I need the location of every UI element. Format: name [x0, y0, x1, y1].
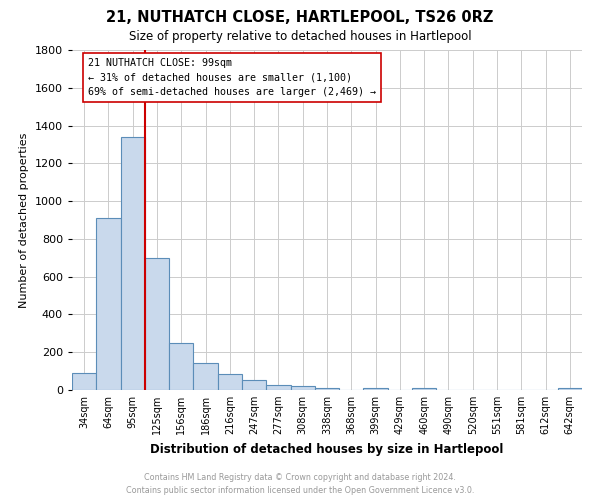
Bar	[315, 388, 339, 390]
Bar	[169, 343, 193, 390]
Y-axis label: Number of detached properties: Number of detached properties	[19, 132, 29, 308]
Bar	[290, 386, 315, 390]
Bar	[72, 373, 96, 390]
Bar	[242, 380, 266, 390]
Bar	[218, 374, 242, 390]
Text: 21 NUTHATCH CLOSE: 99sqm
← 31% of detached houses are smaller (1,100)
69% of sem: 21 NUTHATCH CLOSE: 99sqm ← 31% of detach…	[88, 58, 376, 97]
Bar	[121, 137, 145, 390]
Bar	[193, 362, 218, 390]
Text: Size of property relative to detached houses in Hartlepool: Size of property relative to detached ho…	[128, 30, 472, 43]
Text: 21, NUTHATCH CLOSE, HARTLEPOOL, TS26 0RZ: 21, NUTHATCH CLOSE, HARTLEPOOL, TS26 0RZ	[106, 10, 494, 25]
Bar	[364, 388, 388, 390]
Bar	[145, 258, 169, 390]
X-axis label: Distribution of detached houses by size in Hartlepool: Distribution of detached houses by size …	[151, 442, 503, 456]
Bar	[558, 388, 582, 390]
Bar	[96, 218, 121, 390]
Text: Contains HM Land Registry data © Crown copyright and database right 2024.
Contai: Contains HM Land Registry data © Crown c…	[126, 474, 474, 495]
Bar	[412, 388, 436, 390]
Bar	[266, 386, 290, 390]
